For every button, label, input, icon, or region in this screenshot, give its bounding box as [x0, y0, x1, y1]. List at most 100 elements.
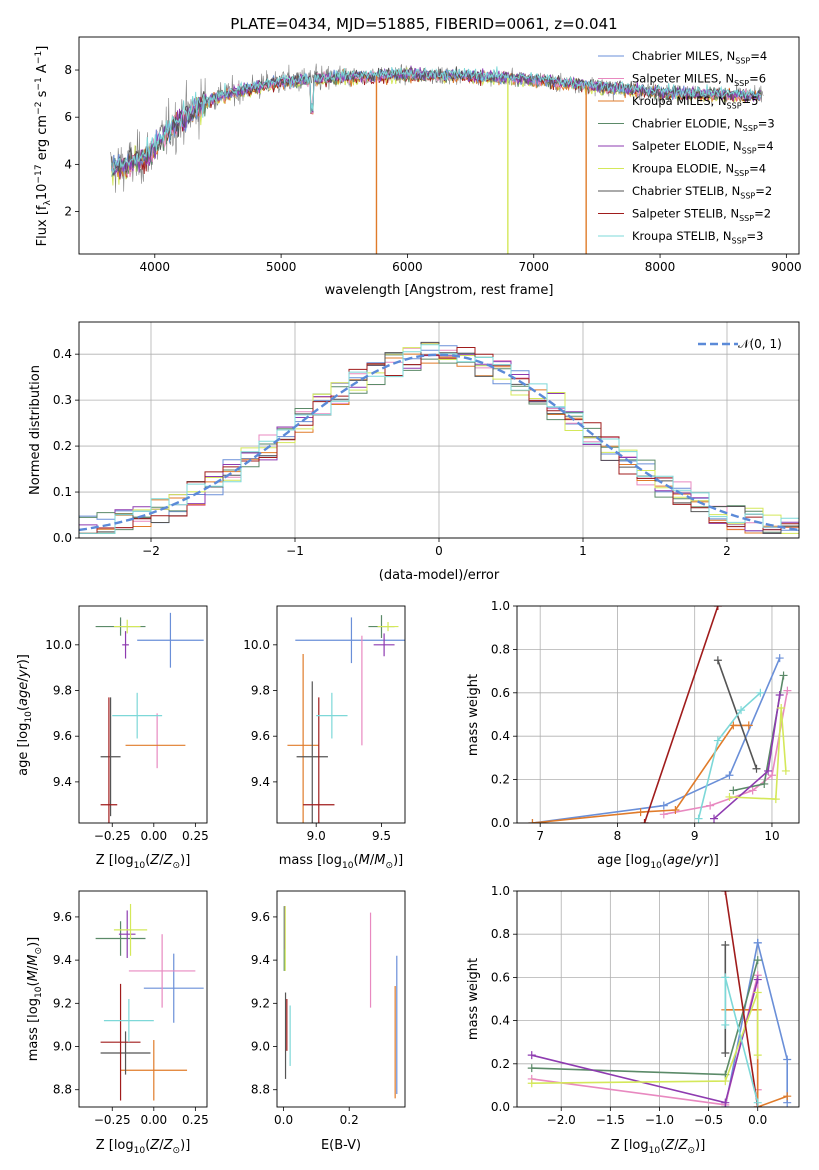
legend-label-chabrier_elodie: Chabrier ELODIE, NSSP=3 [632, 117, 775, 133]
x-tick-label: 0 [435, 544, 443, 558]
y-tick-label: 8.8 [53, 1083, 72, 1097]
x-tick-label: 4000 [140, 260, 171, 274]
y-tick-label: 0.6 [491, 686, 510, 700]
spectrum-panel: 4000 5000 6000 7000 8000 9000 2 4 6 8 wavelength [… [34, 36, 802, 298]
weight-marker-kroupa_stelib [737, 706, 746, 715]
x-axis-label: (data-model)/error [379, 568, 500, 583]
x-tick-label: 9000 [771, 260, 802, 274]
y-tick-label: 9.8 [53, 684, 72, 698]
x-tick-label: 0.0 [274, 1113, 293, 1127]
y-tick-label: 0.8 [491, 927, 510, 941]
y-tick-label: 9.6 [251, 729, 270, 743]
weight-marker-kroupa_stelib [753, 1098, 762, 1107]
weight-vs-z-panel: −2.0 −1.5 −1.0 −0.5 0.0 0.0 0.2 0.4 0.6 0.8 1.0 Z [… [466, 884, 800, 1156]
weight-marker-chabrier_stelib [721, 941, 730, 949]
y-tick-label: 4 [64, 157, 72, 171]
weight-line-chabrier_miles [724, 942, 789, 1107]
y-tick-label: 9.6 [53, 729, 72, 743]
weight-marker-chabrier_miles [659, 801, 668, 810]
legend-gaussian-label: 𝒩(0, 1) [738, 337, 782, 351]
weight-marker-kroupa_elodie [753, 988, 762, 997]
y-tick-label: 1.0 [491, 599, 510, 613]
weight-marker-salpeter_stelib [640, 819, 649, 823]
y-tick-label: 0.0 [491, 1100, 510, 1114]
x-axis-label: Z [log10(Z/Z⊙)] [96, 1138, 191, 1156]
x-tick-label: 9.5 [372, 829, 391, 843]
legend-label-kroupa_miles: Kroupa MILES, NSSP=5 [632, 94, 758, 110]
x-axis-label: Z [log10(Z/Z⊙)] [611, 1138, 706, 1156]
hist-salpeter_stelib [79, 347, 799, 534]
weight-marker-salpeter_miles [767, 771, 776, 780]
weight-marker-chabrier_miles [753, 938, 762, 947]
weight-marker-kroupa_stelib [721, 973, 730, 982]
y-axis-label: mass weight [466, 674, 481, 756]
weight-marker-chabrier_miles [775, 654, 784, 663]
y-tick-label: 0.2 [53, 439, 72, 453]
axes-frame [276, 890, 406, 1108]
weight-marker-kroupa_stelib [756, 688, 765, 697]
x-tick-label: 5000 [266, 260, 297, 274]
weight-marker-kroupa_miles [744, 721, 753, 730]
weight-marker-salpeter_elodie [721, 1098, 730, 1107]
weight-line-salpeter_stelib [643, 606, 719, 823]
weight-marker-kroupa_stelib [713, 736, 722, 745]
weight-marker-kroupa_miles [528, 819, 537, 823]
y-tick-label: 9.0 [53, 1040, 72, 1054]
weight-marker-chabrier_elodie [760, 779, 769, 788]
weight-marker-kroupa_elodie [781, 766, 790, 775]
x-tick-label: 0.00 [140, 829, 167, 843]
weight-line-salpeter_stelib [724, 891, 759, 1107]
x-tick-label: 0.25 [182, 829, 209, 843]
x-tick-label: −1 [286, 544, 304, 558]
weight-marker-kroupa_elodie [753, 1051, 762, 1060]
figure-title: PLATE=0434, MJD=51885, FIBERID=0061, z=0… [230, 15, 617, 33]
x-tick-label: 0.25 [182, 1113, 209, 1127]
y-axis-label: mass weight [466, 958, 481, 1040]
axes-frame [276, 605, 406, 824]
weight-marker-kroupa_stelib [721, 1020, 730, 1029]
y-axis-label: mass [log10(M/M⊙)] [26, 937, 44, 1061]
weight-marker-salpeter_elodie [775, 690, 784, 699]
weight-marker-salpeter_miles [706, 801, 715, 810]
x-tick-label: 10 [764, 829, 779, 843]
plot-area [528, 606, 792, 823]
x-tick-label: −0.25 [94, 829, 131, 843]
x-tick-label: −2.0 [547, 1113, 576, 1127]
y-tick-label: 10.0 [243, 638, 270, 652]
y-tick-label: 10.0 [45, 638, 72, 652]
y-tick-label: 9.2 [53, 996, 72, 1010]
age-vs-z-panel: −0.25 0.00 0.25 9.4 9.6 9.8 10.0 Z [log10(Z/Z⊙)… [16, 605, 209, 871]
weight-marker-kroupa_elodie [725, 792, 734, 801]
mass-vs-z-panel: −0.25 0.00 0.25 8.8 9.0 9.2 9.4 9.6 Z [log10(Z/Z… [26, 890, 209, 1156]
y-tick-label: 1.0 [491, 884, 510, 898]
weight-marker-kroupa_stelib [694, 814, 703, 823]
axes-frame [516, 890, 800, 1108]
axes-frame [516, 605, 800, 824]
x-tick-label: 7 [536, 829, 544, 843]
x-tick-label: −1.5 [596, 1113, 625, 1127]
weight-marker-kroupa_miles [729, 721, 738, 730]
y-tick-label: 0.6 [491, 970, 510, 984]
x-tick-label: 8000 [645, 260, 676, 274]
legend-label-chabrier_stelib: Chabrier STELIB, NSSP=2 [632, 184, 772, 200]
mass-vs-ebv-panel: 0.0 0.2 8.8 9.0 9.2 9.4 9.6 E(B-V) [251, 890, 406, 1153]
weight-marker-kroupa_elodie [777, 703, 786, 712]
x-tick-label: 9 [691, 829, 699, 843]
y-axis-label: Normed distribution [28, 365, 43, 495]
weight-line-chabrier_miles [532, 657, 781, 823]
y-tick-label: 0.3 [53, 393, 72, 407]
weight-marker-chabrier_miles [783, 1055, 792, 1064]
weight-marker-chabrier_elodie [753, 956, 762, 965]
y-tick-label: 0.0 [53, 531, 72, 545]
weight-marker-salpeter_miles [748, 786, 757, 795]
weight-marker-chabrier_stelib [721, 1049, 730, 1057]
x-tick-label: 0.2 [340, 1113, 359, 1127]
y-tick-label: 0.2 [491, 773, 510, 787]
x-tick-label: 9.0 [307, 829, 326, 843]
y-tick-label: 0.1 [53, 485, 72, 499]
y-tick-label: 9.6 [53, 910, 72, 924]
plot-area [527, 891, 792, 1107]
weight-marker-chabrier_stelib [752, 764, 761, 773]
y-tick-label: 9.8 [251, 684, 270, 698]
